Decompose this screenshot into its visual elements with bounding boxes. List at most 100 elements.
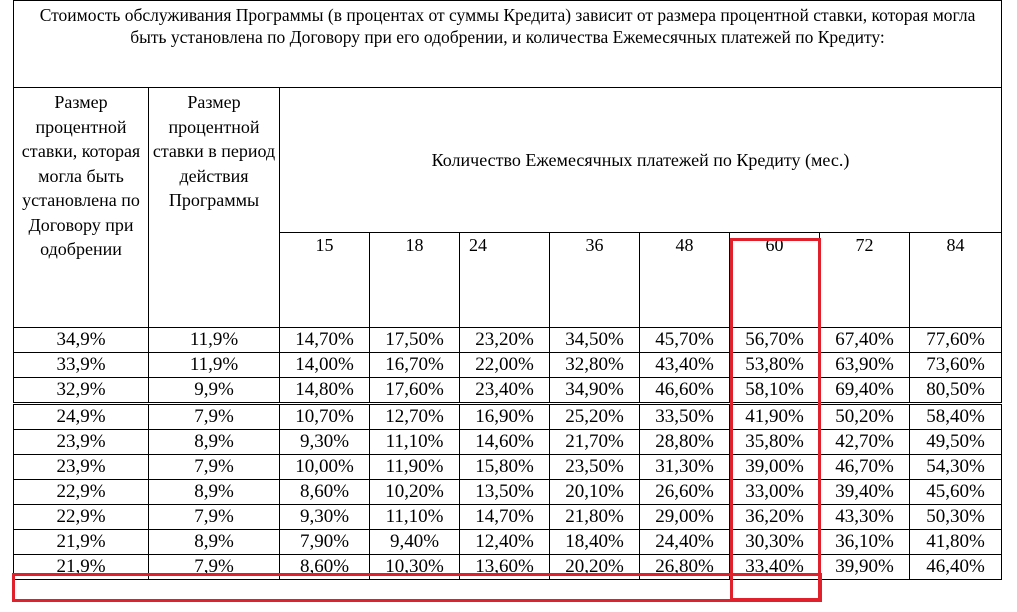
program-rate-cell: 11,9%	[148, 327, 280, 353]
cost-cell: 41,80%	[908, 529, 1003, 555]
cost-cell: 13,60%	[459, 554, 550, 580]
cost-cell: 13,50%	[459, 479, 550, 505]
cost-cell: 17,60%	[369, 377, 460, 404]
program-rate-cell: 8,9%	[148, 429, 280, 455]
header-approved-rate: Размер процентной ставки, которая могла …	[13, 87, 149, 328]
header-month-48: 48	[639, 232, 730, 328]
table-row: 21,9% 8,9% 7,90% 9,40% 12,40% 18,40% 24,40% 30,…	[13, 529, 1003, 555]
cost-cell: 7,90%	[279, 529, 370, 555]
cost-cell: 16,90%	[459, 402, 550, 430]
cost-cell: 45,70%	[639, 327, 730, 353]
approved-rate-cell: 21,9%	[13, 529, 149, 555]
cost-cell: 29,00%	[639, 504, 730, 530]
cost-cell: 69,40%	[819, 377, 910, 404]
cost-cell: 39,40%	[819, 479, 910, 505]
cost-cell: 10,20%	[369, 479, 460, 505]
cost-cell: 11,90%	[369, 454, 460, 480]
cost-cell: 30,30%	[729, 529, 820, 555]
cost-cell: 28,80%	[639, 429, 730, 455]
cost-cell: 16,70%	[369, 352, 460, 378]
cost-cell: 22,00%	[459, 352, 550, 378]
table-title: Стоимость обслуживания Программы (в проц…	[12, 0, 1003, 88]
cost-cell: 36,20%	[729, 504, 820, 530]
cost-cell: 56,70%	[729, 327, 820, 353]
cost-cell: 20,20%	[549, 554, 640, 580]
cost-cell: 15,80%	[459, 454, 550, 480]
cost-cell: 80,50%	[908, 377, 1003, 404]
cost-cell: 26,60%	[639, 479, 730, 505]
cost-cell: 46,70%	[819, 454, 910, 480]
cost-cell: 32,80%	[549, 352, 640, 378]
cost-cell: 36,10%	[819, 529, 910, 555]
cost-cell: 50,30%	[908, 504, 1003, 530]
cost-cell: 42,70%	[819, 429, 910, 455]
cost-cell: 33,40%	[729, 554, 820, 580]
cost-cell: 17,50%	[369, 327, 460, 353]
header-month-15: 15	[279, 232, 370, 328]
cost-cell: 12,70%	[369, 402, 460, 430]
header-month-72: 72	[819, 232, 910, 328]
table-row: 24,9% 7,9% 10,70% 12,70% 16,90% 25,20% 33,50% 4…	[13, 402, 1003, 430]
program-rate-cell: 7,9%	[148, 454, 280, 480]
table-row: 21,9% 7,9% 8,60% 10,30% 13,60% 20,20% 26,80% 33…	[13, 554, 1003, 580]
cost-cell: 14,70%	[279, 327, 370, 353]
cost-cell: 41,90%	[729, 402, 820, 430]
cost-cell: 53,80%	[729, 352, 820, 378]
cost-cell: 10,30%	[369, 554, 460, 580]
program-rate-cell: 7,9%	[148, 402, 280, 430]
header-month-60: 60	[729, 232, 820, 328]
cost-cell: 21,80%	[549, 504, 640, 530]
cost-cell: 34,90%	[549, 377, 640, 404]
table-row: 32,9% 9,9% 14,80% 17,60% 23,40% 34,90% 46,60% 5…	[13, 377, 1003, 404]
cost-cell: 50,20%	[819, 402, 910, 430]
program-rate-cell: 11,9%	[148, 352, 280, 378]
cost-cell: 25,20%	[549, 402, 640, 430]
cost-cell: 35,80%	[729, 429, 820, 455]
header-month-84: 84	[908, 232, 1003, 328]
cost-cell: 33,00%	[729, 479, 820, 505]
table-row: 23,9% 7,9% 10,00% 11,90% 15,80% 23,50% 31,30% 3…	[13, 454, 1003, 480]
cost-cell: 14,00%	[279, 352, 370, 378]
cost-cell: 49,50%	[908, 429, 1003, 455]
table-row: 34,9% 11,9% 14,70% 17,50% 23,20% 34,50% 45,70%…	[13, 327, 1003, 353]
cost-cell: 14,80%	[279, 377, 370, 404]
cost-cell: 73,60%	[908, 352, 1003, 378]
cost-cell: 43,30%	[819, 504, 910, 530]
approved-rate-cell: 33,9%	[13, 352, 149, 378]
cost-cell: 26,80%	[639, 554, 730, 580]
cost-cell: 33,50%	[639, 402, 730, 430]
program-rate-cell: 8,9%	[148, 529, 280, 555]
cost-cell: 45,60%	[908, 479, 1003, 505]
cost-cell: 58,40%	[908, 402, 1003, 430]
cost-cell: 10,70%	[279, 402, 370, 430]
approved-rate-cell: 23,9%	[13, 429, 149, 455]
cost-cell: 9,40%	[369, 529, 460, 555]
cost-cell: 24,40%	[639, 529, 730, 555]
header-program-rate: Размер процентной ставки в период действ…	[148, 87, 280, 328]
table-row: 22,9% 7,9% 9,30% 11,10% 14,70% 21,80% 29,00% 36…	[13, 504, 1003, 530]
header-month-18: 18	[369, 232, 460, 328]
table-row: 23,9% 8,9% 9,30% 11,10% 14,60% 21,70% 28,80% 35…	[13, 429, 1003, 455]
cost-cell: 9,30%	[279, 429, 370, 455]
cost-cell: 23,40%	[459, 377, 550, 404]
cost-cell: 67,40%	[819, 327, 910, 353]
program-cost-table: Стоимость обслуживания Программы (в проц…	[12, 0, 1003, 580]
approved-rate-cell: 22,9%	[13, 504, 149, 530]
cost-cell: 11,10%	[369, 429, 460, 455]
program-rate-cell: 9,9%	[148, 377, 280, 404]
cost-cell: 58,10%	[729, 377, 820, 404]
cost-cell: 63,90%	[819, 352, 910, 378]
header-month-24: 24	[459, 232, 550, 328]
table-row: 33,9% 11,9% 14,00% 16,70% 22,00% 32,80% 43,40%…	[13, 352, 1003, 378]
header-payments-count: Количество Ежемесячных платежей по Креди…	[278, 87, 1003, 233]
cost-cell: 8,60%	[279, 479, 370, 505]
cost-cell: 20,10%	[549, 479, 640, 505]
cost-cell: 21,70%	[549, 429, 640, 455]
approved-rate-cell: 32,9%	[13, 377, 149, 404]
cost-cell: 77,60%	[908, 327, 1003, 353]
cost-cell: 23,20%	[459, 327, 550, 353]
cost-cell: 11,10%	[369, 504, 460, 530]
program-rate-cell: 7,9%	[148, 554, 280, 580]
cost-cell: 39,90%	[819, 554, 910, 580]
header-month-36: 36	[549, 232, 640, 328]
